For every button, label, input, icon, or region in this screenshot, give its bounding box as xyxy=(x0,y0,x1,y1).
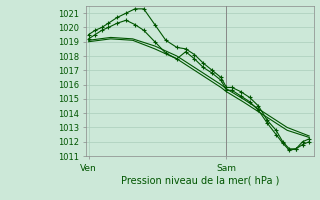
X-axis label: Pression niveau de la mer( hPa ): Pression niveau de la mer( hPa ) xyxy=(121,175,279,185)
